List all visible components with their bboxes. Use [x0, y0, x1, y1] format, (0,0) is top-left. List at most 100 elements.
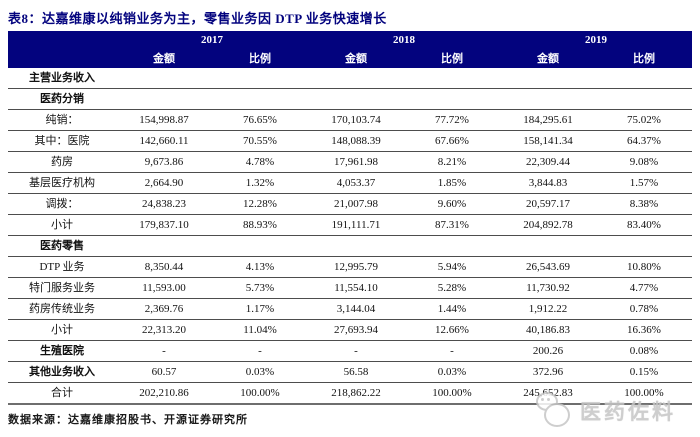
row-label: 生殖医院 [8, 340, 116, 362]
cell: 88.93% [212, 214, 308, 236]
row-label: 小计 [8, 214, 116, 236]
cell: 148,088.39 [308, 130, 404, 152]
ratio-header-2017: 比例 [212, 50, 308, 68]
row-label: 基层医疗机构 [8, 172, 116, 194]
cell: 21,007.98 [308, 193, 404, 215]
cell: 9.60% [404, 193, 500, 215]
table-row: 调拨： 24,838.23 12.28% 21,007.98 9.60% 20,597.1… [8, 193, 692, 215]
table-row: 基层医疗机构 2,664.90 1.32% 4,053.37 1.85% 3,844.83… [8, 172, 692, 194]
cell: - [116, 340, 212, 362]
cell: 202,210.86 [116, 382, 212, 405]
table-row: 其他业务收入 60.57 0.03% 56.58 0.03% 372.96 0.15% [8, 361, 692, 383]
year-header-row: 2017 2018 2019 [8, 31, 692, 50]
row-label: 医药分销 [8, 88, 116, 110]
ratio-header-2018: 比例 [404, 50, 500, 68]
cell: 5.28% [404, 277, 500, 299]
row-label: 纯销： [8, 109, 116, 131]
amount-header-2017: 金额 [116, 50, 212, 68]
cell [596, 88, 692, 110]
cell: 245,652.83 [500, 382, 596, 405]
cell [116, 88, 212, 110]
cell: 77.72% [404, 109, 500, 131]
cell: 8.21% [404, 151, 500, 173]
table-row: 药房传统业务 2,369.76 1.17% 3,144.04 1.44% 1,912.22… [8, 298, 692, 320]
cell: 100.00% [596, 382, 692, 405]
cell: 12.28% [212, 193, 308, 215]
cell: 40,186.83 [500, 319, 596, 341]
cell [596, 68, 692, 89]
cell: 0.78% [596, 298, 692, 320]
cell [308, 68, 404, 89]
cell [500, 235, 596, 257]
cell: 76.65% [212, 109, 308, 131]
table-row: 医药零售 [8, 235, 692, 257]
cell: 1.44% [404, 298, 500, 320]
label-column-header [8, 31, 116, 50]
data-source-note: 数据来源：达嘉维康招股书、开源证券研究所 [8, 414, 248, 426]
cell: 0.08% [596, 340, 692, 362]
cell: 142,660.11 [116, 130, 212, 152]
row-label: 调拨： [8, 193, 116, 215]
cell: 204,892.78 [500, 214, 596, 236]
cell: 5.73% [212, 277, 308, 299]
cell: 4.77% [596, 277, 692, 299]
cell: 372.96 [500, 361, 596, 383]
amount-header-2018: 金额 [308, 50, 404, 68]
year-2018-header: 2018 [308, 31, 500, 50]
cell: 16.36% [596, 319, 692, 341]
cell: 70.55% [212, 130, 308, 152]
row-label: 其他业务收入 [8, 361, 116, 383]
table-title: 表8：达嘉维康以纯销业务为主，零售业务因 DTP 业务快速增长 [8, 11, 387, 26]
cell: 179,837.10 [116, 214, 212, 236]
cell: 0.03% [212, 361, 308, 383]
cell: 20,597.17 [500, 193, 596, 215]
cell [500, 68, 596, 89]
row-label: 小计 [8, 319, 116, 341]
cell: 2,664.90 [116, 172, 212, 194]
row-label: DTP 业务 [8, 256, 116, 278]
row-label: 药房 [8, 151, 116, 173]
cell: 11,593.00 [116, 277, 212, 299]
cell: 1.85% [404, 172, 500, 194]
row-label: 其中：医院 [8, 130, 116, 152]
cell: 218,862.22 [308, 382, 404, 405]
table-row: 生殖医院 - - - -200.26 0.08% [8, 340, 692, 362]
table-row: DTP 业务 8,350.44 4.13% 12,995.79 5.94% 26,543.… [8, 256, 692, 278]
cell: 184,295.61 [500, 109, 596, 131]
row-label: 合计 [8, 382, 116, 405]
row-label: 特门服务业务 [8, 277, 116, 299]
cell: 26,543.69 [500, 256, 596, 278]
cell: 11.04% [212, 319, 308, 341]
cell: 87.31% [404, 214, 500, 236]
cell: 158,141.34 [500, 130, 596, 152]
cell: 9.08% [596, 151, 692, 173]
table-body: 主营业务收入 医药分销 纯销： 154,998.87 76.65% 170,103.74 7… [8, 68, 692, 405]
cell: 191,111.71 [308, 214, 404, 236]
cell: 24,838.23 [116, 193, 212, 215]
cell: 75.02% [596, 109, 692, 131]
cell [404, 68, 500, 89]
cell: - [404, 340, 500, 362]
cell: 3,844.83 [500, 172, 596, 194]
table-row: 小计 179,837.10 88.93% 191,111.71 87.31% 204,89… [8, 214, 692, 236]
cell: 67.66% [404, 130, 500, 152]
cell: 1.32% [212, 172, 308, 194]
table-row: 药房 9,673.86 4.78% 17,961.98 8.21% 22,309.44 9.… [8, 151, 692, 173]
year-2019-header: 2019 [500, 31, 692, 50]
table-row: 合计 202,210.86 100.00% 218,862.22 100.00% 245,… [8, 382, 692, 405]
cell: 27,693.94 [308, 319, 404, 341]
row-label: 医药零售 [8, 235, 116, 257]
table-row: 特门服务业务 11,593.00 5.73% 11,554.10 5.28% 11,730… [8, 277, 692, 299]
cell: 100.00% [404, 382, 500, 405]
cell: 0.15% [596, 361, 692, 383]
cell [308, 88, 404, 110]
cell [212, 235, 308, 257]
cell: 170,103.74 [308, 109, 404, 131]
cell [596, 235, 692, 257]
cell: 11,554.10 [308, 277, 404, 299]
cell: 0.03% [404, 361, 500, 383]
cell: 1.57% [596, 172, 692, 194]
year-2017-header: 2017 [116, 31, 308, 50]
cell: 17,961.98 [308, 151, 404, 173]
cell: 22,313.20 [116, 319, 212, 341]
